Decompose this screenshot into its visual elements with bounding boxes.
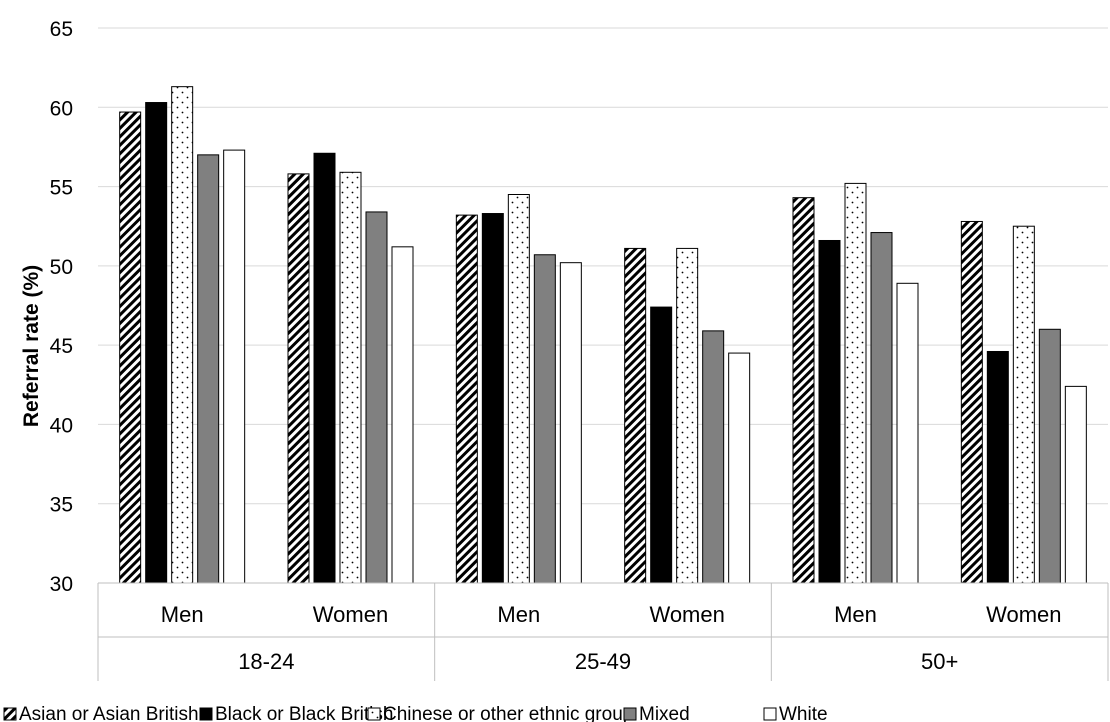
legend-label: Asian or Asian British — [19, 704, 199, 722]
bar — [197, 154, 220, 584]
bar — [896, 282, 919, 584]
bar — [145, 102, 168, 584]
legend: Asian or Asian British Black or Black Bri… — [3, 704, 828, 722]
x-group-label: 50+ — [921, 649, 958, 674]
x-category-label: Women — [986, 602, 1061, 627]
x-category-label: Men — [161, 602, 204, 627]
x-category-label: Men — [834, 602, 877, 627]
legend-label: White — [779, 704, 828, 722]
bar — [339, 171, 362, 584]
legend-label: Mixed — [639, 704, 690, 722]
bar — [119, 111, 142, 584]
y-tick-label: 55 — [50, 177, 73, 200]
x-category-label: Women — [313, 602, 388, 627]
y-tick-label: 60 — [50, 97, 73, 120]
bars — [119, 86, 1087, 584]
y-tick-label: 65 — [50, 18, 73, 41]
x-axis: Men Women 18-24 Men Women 25-49 Men Women 50+ — [97, 582, 1109, 681]
bar — [481, 213, 504, 584]
bar — [844, 182, 867, 584]
y-tick-label: 45 — [50, 335, 73, 358]
bar — [624, 247, 647, 584]
legend-label: Chinese or other ethnic group — [383, 704, 633, 722]
bar — [171, 86, 194, 584]
bar — [1064, 385, 1087, 584]
y-tick-label: 35 — [50, 494, 73, 517]
y-axis-label: Referral rate (%) — [20, 265, 43, 427]
y-tick-label: 30 — [50, 573, 73, 596]
bar — [818, 239, 841, 584]
bar — [559, 262, 582, 584]
x-group-label: 25-49 — [575, 649, 631, 674]
y-tick-label: 40 — [50, 414, 73, 437]
bar — [1012, 225, 1035, 584]
x-category-label: Women — [649, 602, 724, 627]
y-tick-label: 50 — [50, 256, 73, 279]
bar — [1038, 328, 1061, 584]
bar — [792, 197, 815, 584]
legend-swatch — [623, 707, 637, 721]
x-group-label: 18-24 — [238, 649, 294, 674]
legend-swatch — [763, 707, 777, 721]
bar — [986, 350, 1009, 584]
legend-swatch — [367, 707, 381, 721]
gridlines — [98, 27, 1108, 505]
bar — [960, 220, 983, 584]
bar — [391, 246, 414, 584]
legend-swatch — [3, 707, 17, 721]
bar — [287, 173, 310, 584]
bar — [507, 194, 530, 584]
y-axis-ticks: 30 35 40 45 50 55 60 65 — [50, 18, 73, 596]
legend-swatch — [199, 707, 213, 721]
bar — [676, 247, 699, 584]
legend-label: Black or Black British — [215, 704, 393, 722]
bar — [313, 152, 336, 584]
x-category-label: Men — [497, 602, 540, 627]
bar — [365, 211, 388, 584]
bar — [728, 352, 751, 584]
bar — [455, 214, 478, 584]
bar — [223, 149, 246, 584]
bar — [870, 232, 893, 584]
bar — [702, 330, 725, 584]
bar — [533, 254, 556, 584]
bar — [650, 306, 673, 584]
